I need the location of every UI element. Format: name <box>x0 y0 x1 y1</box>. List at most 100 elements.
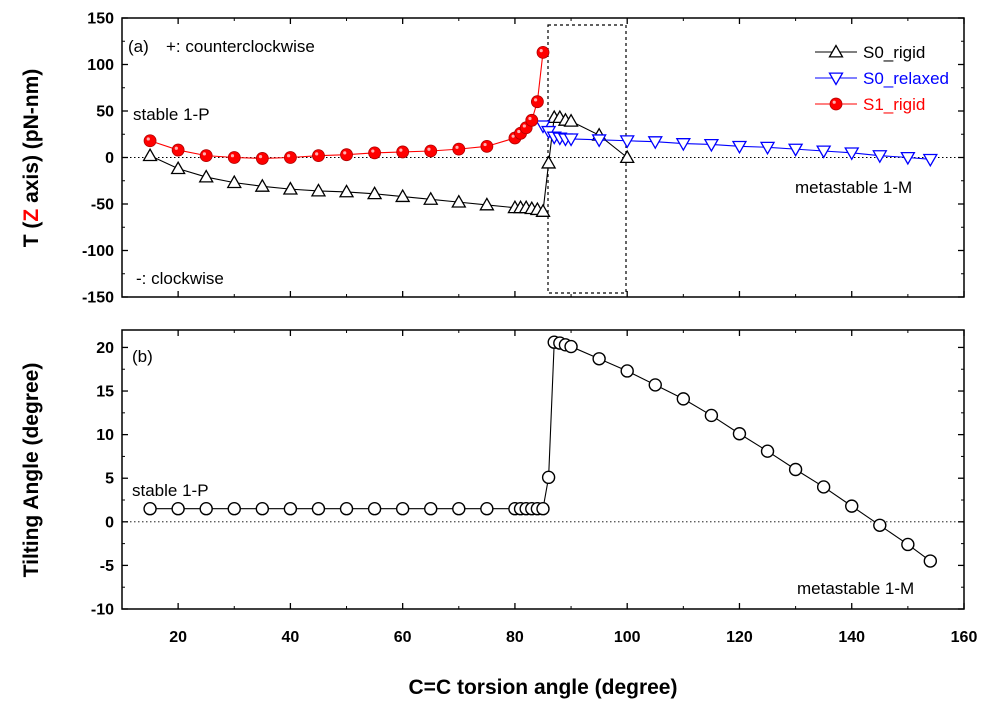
y-tick-label: 50 <box>96 104 114 121</box>
data-point <box>396 145 410 159</box>
data-point <box>452 502 466 516</box>
data-point <box>816 145 832 159</box>
marker-highlight <box>202 152 206 156</box>
x-tick-label: 120 <box>726 629 753 646</box>
x-tick-label: 80 <box>506 629 524 646</box>
data-point <box>311 502 326 516</box>
marker-highlight <box>528 116 532 121</box>
data-point <box>873 518 887 532</box>
data-point <box>142 147 158 162</box>
marker-highlight <box>399 148 403 152</box>
data-point <box>872 150 888 164</box>
marker-highlight <box>315 152 319 156</box>
data-point <box>845 499 859 513</box>
x-tick-label: 20 <box>169 629 187 646</box>
marker-highlight <box>511 134 515 138</box>
marker-highlight <box>427 147 431 151</box>
highlight-box <box>547 24 627 294</box>
y-title-part-1: T ( <box>20 222 43 248</box>
data-point <box>255 502 270 516</box>
series-S1_rigid <box>143 46 550 165</box>
series-panel-2 <box>143 335 938 568</box>
data-point <box>451 194 467 208</box>
marker-highlight <box>483 142 487 147</box>
y-tick-label: -100 <box>82 243 114 260</box>
panel-a-right-state: metastable 1-M <box>795 178 912 197</box>
panel-a-y-axis-title: T (Z axis) (pN-nm) <box>20 69 43 248</box>
data-point <box>732 427 747 441</box>
data-point <box>171 143 185 157</box>
data-point <box>760 444 775 458</box>
panel-b-label: (b) <box>132 347 153 366</box>
marker-highlight <box>517 129 521 134</box>
legend-label: S0_relaxed <box>863 69 949 88</box>
data-point <box>282 181 299 195</box>
marker-highlight <box>258 155 263 159</box>
data-point <box>340 148 353 162</box>
data-point <box>227 502 241 516</box>
data-point <box>900 151 916 166</box>
legend-item: S0_relaxed <box>815 69 949 88</box>
data-point <box>816 480 831 494</box>
data-point <box>395 188 411 203</box>
data-point <box>479 197 495 211</box>
data-point <box>536 502 550 516</box>
y-tick-label: 15 <box>96 384 114 401</box>
data-point <box>366 185 383 200</box>
data-point <box>424 144 438 158</box>
y-tick-label: 20 <box>96 340 114 357</box>
data-point <box>923 554 938 568</box>
legend-label: S0_rigid <box>863 43 925 62</box>
series-S0_rigid <box>142 109 635 217</box>
marker-highlight <box>146 137 150 141</box>
data-point <box>199 502 213 516</box>
marker-highlight <box>455 145 459 149</box>
legend-marker <box>829 97 843 111</box>
panel-b-left-state: stable 1-P <box>132 481 209 500</box>
data-point <box>731 140 748 155</box>
legend-marker <box>828 44 844 58</box>
marker-highlight <box>174 146 178 150</box>
legend-label: S1_rigid <box>863 95 925 114</box>
data-point <box>283 151 297 164</box>
data-point <box>647 136 663 150</box>
data-point <box>367 502 382 516</box>
series-line <box>150 341 931 562</box>
data-point <box>787 143 804 157</box>
marker-highlight <box>230 154 235 158</box>
marker-highlight <box>533 98 538 102</box>
data-point <box>143 502 157 516</box>
panel-a-left-state: stable 1-P <box>133 105 210 124</box>
data-point <box>395 502 410 516</box>
panel-a-axes: -150 -100 -50 0 50 100 150 <box>82 11 965 307</box>
data-point <box>563 113 579 127</box>
data-point <box>535 203 551 217</box>
y-tick-label: -10 <box>91 602 114 619</box>
legend-item: S1_rigid <box>815 95 925 114</box>
legend-marker <box>828 72 844 86</box>
marker-highlight <box>539 49 543 53</box>
y-tick-label: 5 <box>105 471 114 488</box>
y-tick-label: 0 <box>105 514 114 531</box>
panel-b-right-state: metastable 1-M <box>797 579 914 598</box>
data-point <box>423 191 439 205</box>
x-axis-title: C=C torsion angle (degree) <box>409 676 678 699</box>
positive-direction-note: +: counterclockwise <box>166 37 315 56</box>
data-point <box>844 147 860 161</box>
data-point <box>368 146 382 160</box>
data-point <box>536 46 550 59</box>
data-point <box>759 141 776 156</box>
data-point <box>563 133 579 147</box>
data-point <box>424 502 438 516</box>
data-point <box>480 139 494 153</box>
data-point <box>901 537 915 552</box>
data-point <box>226 174 242 189</box>
data-point <box>530 95 544 109</box>
data-point <box>525 113 539 127</box>
panel-a-label: (a) <box>128 37 149 56</box>
data-point <box>648 378 662 392</box>
x-tick-label: 160 <box>951 629 978 646</box>
data-point <box>199 149 213 163</box>
y-title-part-2: axis) (pN-nm) <box>20 69 43 209</box>
